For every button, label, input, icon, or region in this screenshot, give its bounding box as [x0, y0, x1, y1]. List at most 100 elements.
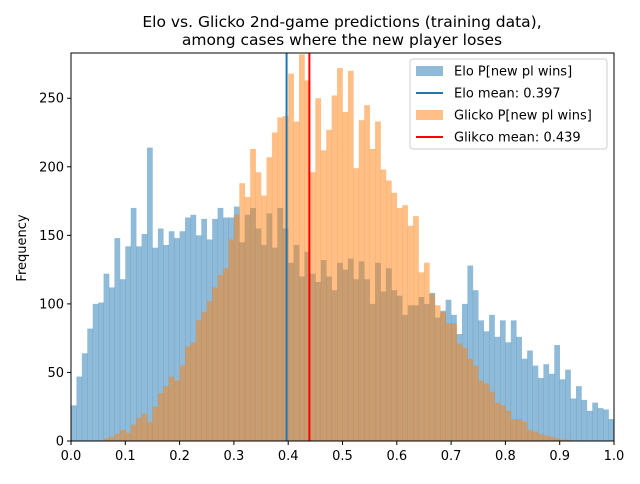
legend: Elo P[new pl wins] Elo mean: 0.397 Glicko … [409, 58, 608, 150]
histogram-bar [478, 380, 484, 441]
legend-label: Glikco mean: 0.439 [454, 131, 581, 146]
histogram-bar [114, 434, 121, 441]
histogram-bar [261, 195, 267, 441]
histogram-bar [157, 393, 164, 441]
histogram-bar [250, 148, 256, 441]
histogram-bar [369, 148, 376, 441]
histogram-bar [152, 406, 159, 441]
y-tick-label: 200 [39, 160, 64, 175]
histogram-bar [141, 233, 148, 441]
histogram-bar [467, 358, 474, 441]
histogram-bar [195, 320, 202, 441]
x-tick-label: 0.7 [441, 449, 462, 464]
histogram-bar [543, 435, 550, 441]
histogram-bar [505, 342, 512, 441]
histogram-bar [92, 303, 99, 441]
histogram-bar [565, 439, 571, 441]
x-tick-label: 0.9 [549, 449, 570, 464]
chart-title-line-1: Elo vs. Glicko 2nd-game predictions (tra… [142, 13, 541, 31]
histogram-bar [255, 172, 262, 441]
histogram-bar [532, 365, 539, 441]
histogram-bar [505, 410, 512, 441]
histogram-bar [489, 391, 495, 441]
histogram-bar [592, 402, 599, 441]
histogram-bar [483, 383, 490, 441]
histogram-bar [413, 216, 419, 441]
x-tick-label: 0.1 [115, 449, 136, 464]
histogram-bar [293, 121, 300, 442]
histogram-bar [554, 438, 560, 441]
histogram-bar [174, 380, 180, 441]
histogram-bar [168, 376, 175, 441]
histogram-bar [548, 373, 555, 441]
chart-title-line-2: among cases where the new player loses [182, 31, 502, 49]
legend-label: Elo mean: 0.397 [454, 87, 561, 102]
histogram-bar [136, 246, 142, 441]
histogram-bar [603, 409, 609, 441]
histogram-bar [109, 287, 115, 441]
x-tick-label: 0.2 [169, 449, 190, 464]
legend-patch [416, 66, 443, 76]
histogram-bar [510, 320, 517, 441]
y-tick-label: 50 [47, 366, 64, 381]
histogram-bar [201, 312, 208, 441]
histogram-bar [396, 207, 403, 441]
histogram-bar [119, 279, 126, 441]
histogram-bar [385, 180, 392, 441]
x-tick-label: 0.6 [386, 449, 407, 464]
histogram-bar [510, 419, 517, 441]
histogram-bar [527, 430, 533, 441]
axes: 0.0 0.1 0.2 0.3 0.4 0.5 0.6 0.7 0.8 0.9 1.0 0 50 100 1… [39, 52, 624, 464]
x-tick-label: 0.3 [224, 449, 245, 464]
histogram-bar [429, 294, 436, 441]
histogram-bar [87, 328, 94, 441]
histogram-bar [114, 238, 121, 441]
histogram-bar [217, 275, 224, 441]
histogram-bar [418, 272, 425, 441]
histogram-bar [342, 111, 349, 441]
histogram-bar [179, 231, 186, 441]
histogram-bar [190, 214, 197, 441]
histogram-bar [353, 168, 360, 442]
histogram-bar [499, 405, 506, 441]
histogram-bar [608, 419, 615, 441]
histogram-bar [407, 225, 414, 441]
histogram-bar [185, 217, 191, 441]
histogram-bar [233, 214, 240, 441]
histogram-bar [320, 150, 327, 441]
histogram-bar [125, 432, 132, 441]
histogram-bar [266, 157, 273, 441]
x-tick-label: 0.5 [332, 449, 353, 464]
histogram-bar [456, 343, 463, 441]
histogram-bar [103, 273, 110, 441]
histogram-bar [81, 353, 88, 441]
y-tick-label: 100 [39, 297, 64, 312]
histogram-bar [331, 95, 338, 441]
histogram-bar [489, 314, 495, 441]
histogram-bar [402, 205, 408, 441]
histogram-bar [163, 244, 170, 441]
histogram-bar [516, 419, 522, 441]
histogram-bar [98, 302, 104, 441]
x-tick-label: 0.4 [278, 449, 299, 464]
histogram-bar [451, 323, 457, 441]
histogram-bar [163, 386, 170, 441]
histogram-bar [461, 347, 468, 441]
histogram-bar [597, 408, 604, 441]
histogram-bar [174, 238, 180, 441]
histogram-bar [185, 346, 191, 441]
histogram-bar [157, 228, 164, 441]
histogram-bar [190, 342, 197, 441]
legend-patch [416, 110, 443, 120]
histogram-bar [147, 147, 153, 441]
y-axis-label: Frequency [15, 214, 30, 281]
histogram-bar [326, 129, 332, 441]
histogram-bar [309, 172, 316, 441]
histogram-bar [109, 436, 115, 441]
histogram-bar [494, 336, 501, 441]
histogram-bar [548, 436, 555, 441]
histogram-bar [228, 239, 235, 441]
histogram-bar [347, 70, 354, 441]
histogram-bar [467, 265, 474, 441]
